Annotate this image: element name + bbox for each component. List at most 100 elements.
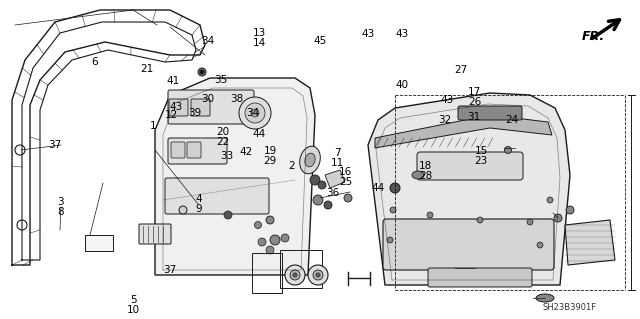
Text: 15
23: 15 23 [475, 146, 488, 166]
Text: 24: 24 [506, 115, 518, 125]
Text: 43: 43 [396, 29, 408, 40]
Text: 45: 45 [314, 36, 326, 46]
Circle shape [270, 235, 280, 245]
Circle shape [285, 265, 305, 285]
FancyBboxPatch shape [171, 142, 185, 158]
Circle shape [308, 265, 328, 285]
FancyBboxPatch shape [428, 268, 532, 287]
Text: 19
29: 19 29 [264, 146, 276, 166]
Text: 37: 37 [163, 264, 176, 275]
Text: 16
25: 16 25 [339, 167, 352, 187]
Circle shape [477, 217, 483, 223]
Ellipse shape [305, 153, 315, 167]
Text: 38: 38 [230, 94, 243, 104]
Text: 6: 6 [92, 57, 98, 67]
Circle shape [344, 194, 352, 202]
Circle shape [554, 214, 562, 222]
Text: 41: 41 [166, 76, 179, 86]
Polygon shape [325, 170, 345, 188]
Text: 12: 12 [165, 110, 178, 120]
Text: 35: 35 [214, 75, 227, 85]
Text: 7
11: 7 11 [332, 148, 344, 168]
Circle shape [318, 181, 326, 189]
Circle shape [310, 175, 320, 185]
Ellipse shape [536, 294, 554, 302]
Text: 44: 44 [253, 129, 266, 139]
Text: 44: 44 [371, 183, 384, 193]
Circle shape [258, 238, 266, 246]
Text: 31: 31 [467, 112, 480, 122]
Circle shape [504, 146, 511, 153]
Circle shape [316, 273, 320, 277]
Text: 42: 42 [240, 146, 253, 157]
Text: 5
10: 5 10 [127, 295, 140, 315]
Circle shape [427, 212, 433, 218]
Circle shape [179, 206, 187, 214]
Circle shape [313, 195, 323, 205]
Ellipse shape [300, 146, 320, 174]
Circle shape [245, 103, 265, 123]
Text: 43: 43 [362, 29, 374, 40]
Circle shape [239, 97, 271, 129]
FancyBboxPatch shape [139, 224, 171, 244]
Circle shape [547, 197, 553, 203]
Text: FR.: FR. [582, 29, 605, 42]
FancyBboxPatch shape [187, 142, 201, 158]
Text: 17
26: 17 26 [468, 87, 481, 107]
FancyBboxPatch shape [165, 178, 269, 214]
Text: 34: 34 [202, 36, 214, 47]
Text: 27: 27 [454, 64, 467, 75]
Text: 32: 32 [438, 115, 451, 125]
Polygon shape [155, 78, 315, 275]
FancyBboxPatch shape [85, 235, 113, 251]
Text: 18
28: 18 28 [419, 161, 432, 181]
Text: 20
22: 20 22 [216, 127, 229, 147]
Polygon shape [375, 115, 552, 148]
FancyBboxPatch shape [191, 99, 210, 116]
Text: 40: 40 [396, 79, 408, 90]
Text: SH23B3901F: SH23B3901F [543, 303, 597, 313]
Circle shape [290, 270, 300, 280]
Circle shape [255, 221, 262, 228]
Circle shape [266, 246, 274, 254]
Circle shape [198, 68, 206, 76]
Circle shape [224, 211, 232, 219]
Circle shape [390, 207, 396, 213]
Polygon shape [565, 220, 615, 265]
Text: 4
9: 4 9 [195, 194, 202, 214]
Text: 33: 33 [221, 151, 234, 161]
Circle shape [313, 270, 323, 280]
Circle shape [266, 216, 274, 224]
Circle shape [390, 183, 400, 193]
FancyBboxPatch shape [458, 106, 522, 120]
FancyBboxPatch shape [168, 90, 254, 124]
Ellipse shape [412, 171, 424, 179]
Circle shape [200, 70, 204, 74]
Circle shape [566, 206, 574, 214]
Text: 34: 34 [246, 108, 259, 118]
Text: 30: 30 [202, 94, 214, 104]
Text: 39: 39 [189, 108, 202, 118]
Circle shape [537, 242, 543, 248]
Text: 43: 43 [440, 95, 453, 106]
Circle shape [293, 273, 297, 277]
FancyBboxPatch shape [417, 152, 523, 180]
Text: 21: 21 [141, 63, 154, 74]
Circle shape [527, 219, 533, 225]
Circle shape [324, 201, 332, 209]
Text: 1: 1 [150, 121, 157, 131]
FancyBboxPatch shape [383, 219, 554, 270]
Circle shape [251, 109, 259, 117]
FancyBboxPatch shape [168, 138, 227, 164]
Text: 43: 43 [170, 102, 182, 112]
Circle shape [461, 261, 469, 269]
Text: 2: 2 [288, 161, 294, 171]
Circle shape [281, 234, 289, 242]
Text: 13
14: 13 14 [253, 28, 266, 48]
FancyBboxPatch shape [169, 99, 188, 116]
Text: 3
8: 3 8 [58, 197, 64, 217]
Text: 36: 36 [326, 188, 339, 198]
Circle shape [387, 237, 393, 243]
Text: 37: 37 [48, 140, 61, 150]
Polygon shape [368, 93, 570, 285]
